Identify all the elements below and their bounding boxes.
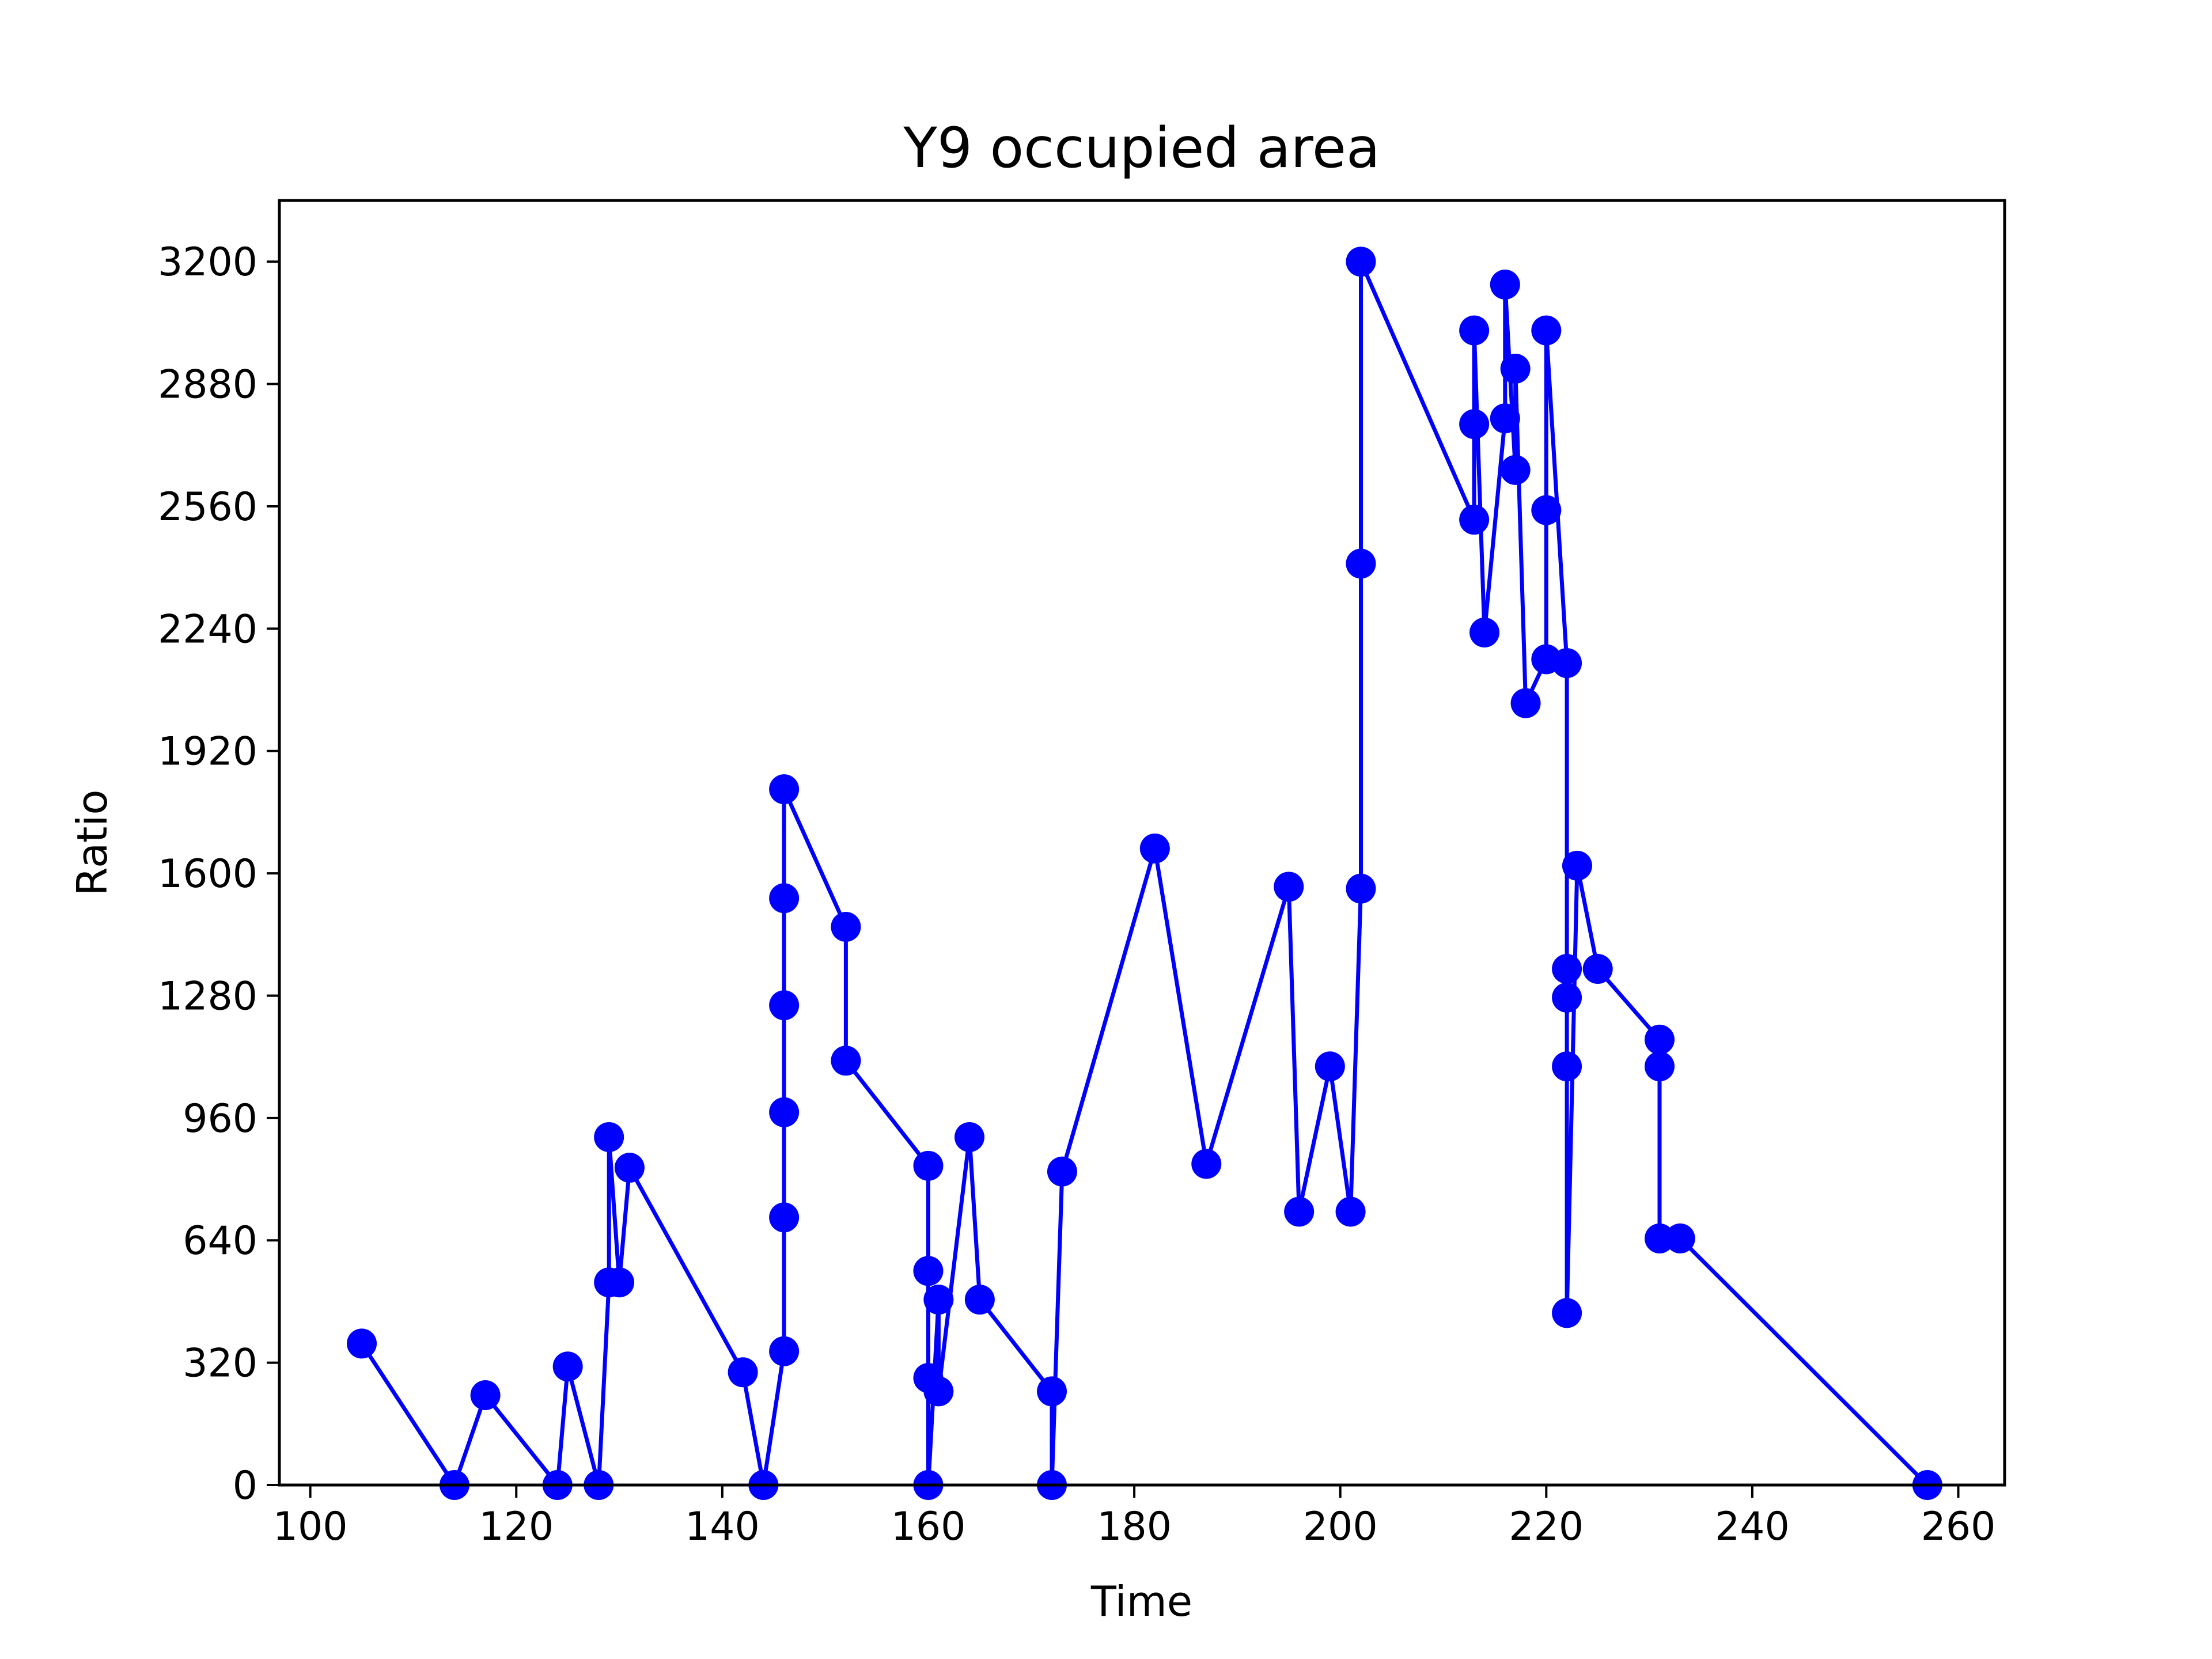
data-point <box>1552 648 1582 679</box>
data-point <box>1531 495 1562 525</box>
x-tick-label: 180 <box>1097 1504 1172 1550</box>
data-point <box>1047 1156 1077 1187</box>
data-point <box>1346 247 1376 277</box>
data-point <box>1469 617 1500 647</box>
data-point <box>955 1122 984 1153</box>
data-point <box>1346 873 1376 904</box>
data-point <box>831 1046 861 1076</box>
data-point <box>1665 1223 1695 1253</box>
y-tick-label: 640 <box>183 1218 257 1264</box>
data-point <box>913 1150 944 1181</box>
y-tick-label: 1280 <box>158 974 257 1019</box>
data-point <box>1459 315 1490 346</box>
data-point <box>1037 1376 1067 1407</box>
data-point <box>1552 1298 1582 1328</box>
y-tick-label: 320 <box>183 1341 257 1387</box>
data-point <box>1645 1024 1675 1055</box>
data-point <box>594 1122 624 1153</box>
data-point <box>1490 270 1520 300</box>
y-tick-label: 0 <box>233 1463 257 1509</box>
x-tick-label: 240 <box>1715 1504 1790 1550</box>
x-tick-label: 100 <box>273 1504 348 1550</box>
data-point <box>728 1357 758 1388</box>
plot-frame <box>278 199 2006 1487</box>
data-point <box>1315 1051 1345 1082</box>
y-tick-label: 2560 <box>158 484 257 530</box>
y-tick-label: 960 <box>183 1096 257 1142</box>
data-point <box>1645 1051 1675 1082</box>
y-axis-label: Ratio <box>68 790 116 896</box>
data-point <box>1191 1149 1222 1179</box>
data-point <box>1490 403 1520 434</box>
data-point <box>769 1202 800 1233</box>
x-tick-label: 160 <box>891 1504 966 1550</box>
data-point <box>347 1328 377 1359</box>
data-point <box>1459 409 1490 440</box>
y-tick-label: 1600 <box>158 851 257 897</box>
data-point <box>1139 833 1170 863</box>
y-tick-label: 1920 <box>158 729 257 775</box>
data-point <box>1284 1196 1315 1227</box>
data-point <box>1459 505 1490 535</box>
data-point <box>1510 688 1541 718</box>
y-tick-label: 2880 <box>158 362 257 408</box>
data-point <box>769 883 800 914</box>
data-point <box>1552 1051 1582 1082</box>
chart-title: Y9 occupied area <box>903 116 1380 180</box>
x-tick-label: 220 <box>1509 1504 1584 1550</box>
data-point <box>1552 954 1582 984</box>
data-point <box>1531 315 1562 346</box>
data-point <box>1346 548 1376 579</box>
data-point <box>964 1285 995 1315</box>
x-tick-label: 140 <box>685 1504 760 1550</box>
data-point <box>614 1153 645 1183</box>
data-point <box>1562 850 1592 881</box>
data-point <box>1645 1223 1675 1253</box>
data-point <box>1552 982 1582 1013</box>
x-tick-label: 120 <box>479 1504 554 1550</box>
x-tick-label: 260 <box>1921 1504 1996 1550</box>
data-point <box>1274 872 1304 902</box>
data-point <box>604 1267 635 1298</box>
axis-ticks: 100 120 140 160 180 200 220 240 260 0 320 640 960 128… <box>158 240 1995 1550</box>
data-point <box>1582 954 1613 984</box>
x-axis-label: Time <box>1090 1577 1192 1626</box>
data-point <box>769 1097 800 1127</box>
data-point <box>831 912 861 942</box>
data-point <box>923 1285 954 1315</box>
data-point <box>769 990 800 1021</box>
y-tick-label: 3200 <box>158 240 257 285</box>
data-point <box>1500 354 1531 384</box>
data-point <box>769 1336 800 1366</box>
y-tick-label: 2240 <box>158 607 257 652</box>
data-point <box>769 774 800 805</box>
data-point <box>470 1380 501 1411</box>
data-point <box>552 1351 583 1382</box>
data-point <box>913 1256 944 1286</box>
data-point <box>923 1376 954 1407</box>
data-point <box>1500 454 1531 485</box>
x-tick-label: 200 <box>1303 1504 1378 1550</box>
data-point <box>1335 1196 1366 1227</box>
